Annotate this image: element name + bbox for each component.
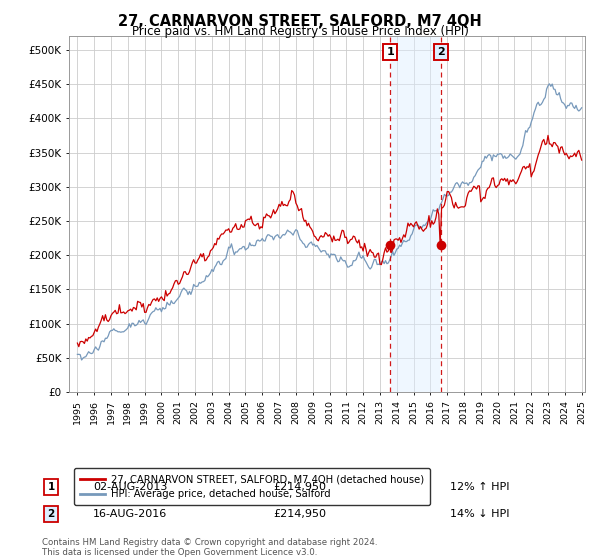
Text: 2: 2 [437, 47, 445, 57]
Legend: 27, CARNARVON STREET, SALFORD, M7 4QH (detached house), HPI: Average price, deta: 27, CARNARVON STREET, SALFORD, M7 4QH (d… [74, 468, 430, 505]
Text: £214,950: £214,950 [274, 482, 326, 492]
Text: 02-AUG-2013: 02-AUG-2013 [93, 482, 167, 492]
Text: Contains HM Land Registry data © Crown copyright and database right 2024.
This d: Contains HM Land Registry data © Crown c… [42, 538, 377, 557]
Text: £214,950: £214,950 [274, 509, 326, 519]
Text: 1: 1 [386, 47, 394, 57]
Text: 16-AUG-2016: 16-AUG-2016 [93, 509, 167, 519]
Text: 27, CARNARVON STREET, SALFORD, M7 4QH: 27, CARNARVON STREET, SALFORD, M7 4QH [118, 14, 482, 29]
Text: Price paid vs. HM Land Registry's House Price Index (HPI): Price paid vs. HM Land Registry's House … [131, 25, 469, 38]
Text: 12% ↑ HPI: 12% ↑ HPI [450, 482, 510, 492]
Text: 2: 2 [47, 509, 55, 519]
Text: 14% ↓ HPI: 14% ↓ HPI [450, 509, 510, 519]
Text: 1: 1 [47, 482, 55, 492]
